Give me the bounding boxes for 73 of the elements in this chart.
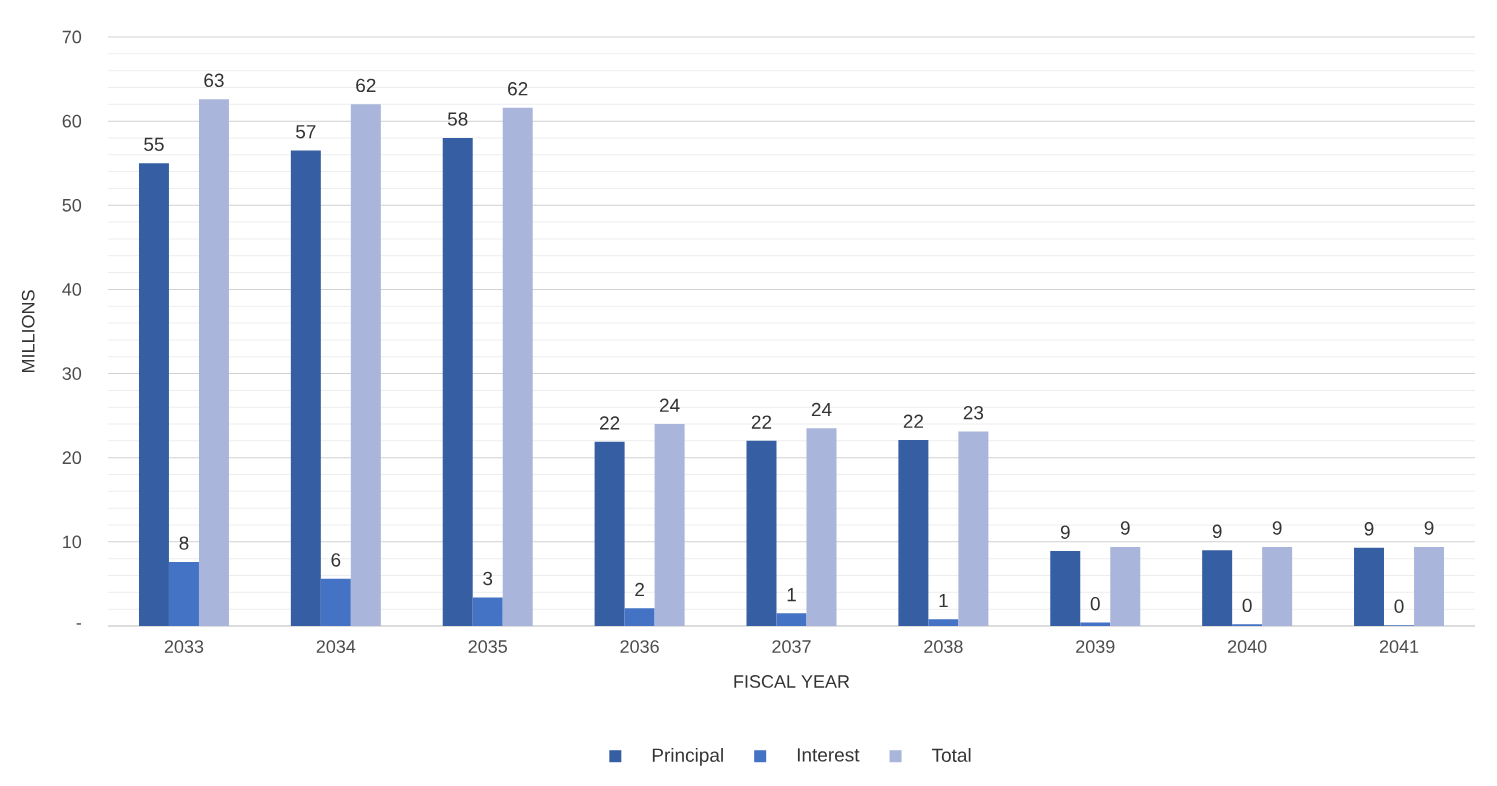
bar: [472, 597, 503, 626]
bar: [806, 428, 837, 626]
bar: [928, 619, 959, 626]
y-tick-label: 70: [62, 30, 82, 44]
bar: [776, 613, 807, 626]
data-label: 9: [1120, 521, 1130, 535]
x-tick-label: 2037: [772, 640, 811, 653]
y-tick-label: 50: [62, 198, 82, 212]
bar: [350, 104, 381, 626]
data-label: 6: [331, 553, 341, 567]
data-label: 63: [204, 73, 224, 88]
data-label: 22: [600, 416, 620, 430]
x-tick-label: 2040: [1228, 640, 1267, 653]
bar: [1050, 551, 1081, 626]
bar: [198, 99, 229, 626]
data-label: 22: [751, 415, 772, 429]
x-tick-label: 2036: [620, 640, 659, 653]
data-label: 0: [1242, 598, 1252, 613]
data-label: 58: [447, 112, 468, 126]
x-tick-label: 2035: [468, 640, 507, 653]
y-tick-label: 20: [62, 451, 82, 465]
bar: [958, 431, 989, 626]
data-label: 62: [356, 78, 376, 93]
bar: [746, 440, 777, 626]
x-tick-label: 2041: [1379, 640, 1419, 653]
bar: [898, 440, 929, 626]
data-label: 1: [939, 593, 948, 608]
data-label: 1: [787, 588, 796, 602]
bar: [1354, 547, 1385, 626]
bar: [1414, 546, 1445, 626]
data-label: 9: [1424, 521, 1434, 535]
y-tick-label: 60: [62, 114, 82, 128]
y-axis-title: MILLIONS: [21, 290, 35, 373]
x-tick-label: 2039: [1076, 640, 1115, 653]
data-label: 23: [963, 405, 984, 420]
legend-label: Interest: [797, 748, 860, 762]
x-tick-label: 2034: [316, 640, 356, 653]
bar: [168, 562, 199, 626]
y-tick-label: 10: [63, 535, 82, 549]
bar: [442, 137, 473, 626]
bar: [624, 608, 655, 626]
data-label: 22: [903, 414, 923, 428]
data-label: 9: [1212, 524, 1222, 539]
data-label: 24: [660, 398, 680, 412]
x-tick-label: 2033: [164, 640, 204, 653]
bar: [1202, 550, 1233, 626]
bar: [654, 424, 685, 626]
bar: [502, 107, 533, 626]
legend-label: Principal: [652, 747, 723, 766]
y-tick-label: 40: [62, 283, 82, 296]
data-label: 8: [179, 536, 189, 550]
bar: [594, 441, 625, 626]
data-label: 24: [811, 402, 832, 417]
x-tick-label: 2038: [924, 640, 963, 653]
bar: [1262, 546, 1293, 626]
data-label: 0: [1394, 599, 1404, 613]
y-tick-label: -: [76, 623, 82, 625]
data-label: 62: [508, 82, 528, 96]
bar: [290, 150, 321, 626]
x-axis-title: FISCAL YEAR: [734, 675, 850, 688]
data-label: 9: [1060, 525, 1070, 539]
y-tick-label: 30: [62, 367, 82, 380]
data-label: 0: [1090, 596, 1100, 611]
bar: [320, 578, 351, 626]
data-label: 9: [1364, 522, 1374, 536]
bar: [138, 163, 169, 626]
data-label: 55: [144, 137, 164, 152]
data-label: 57: [296, 125, 316, 139]
legend-label: Total: [931, 747, 971, 762]
bar: [1110, 546, 1141, 626]
data-label: 9: [1272, 521, 1282, 535]
data-label: 2: [635, 582, 644, 597]
data-label: 3: [483, 571, 493, 586]
